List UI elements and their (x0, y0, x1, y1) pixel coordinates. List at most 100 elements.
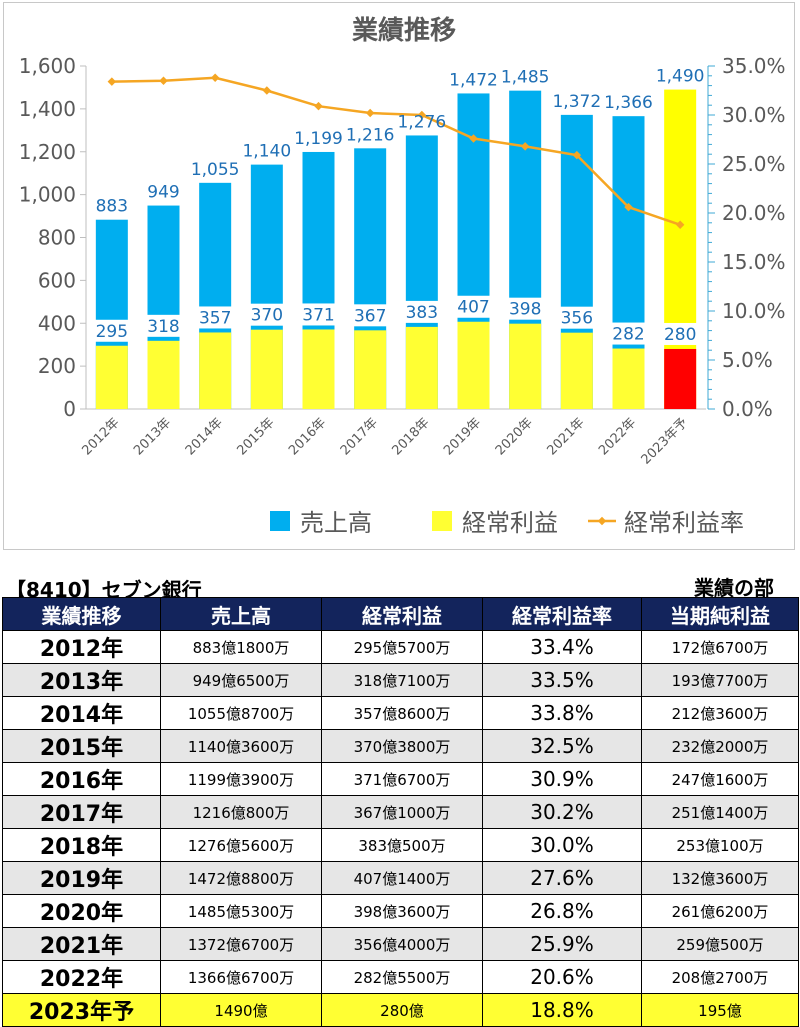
row-profit-margin: 33.5% (482, 663, 642, 697)
x-tick-label: 2023年予 (639, 415, 691, 467)
margin-point (469, 134, 478, 143)
profit-label-box (299, 303, 338, 326)
profit-label-box (92, 319, 131, 342)
row-year: 2018年 (2, 828, 161, 862)
y-tick-label: 400 (38, 311, 76, 335)
row-profit-margin: 32.5% (482, 729, 642, 763)
y-tick-label: 200 (38, 354, 76, 378)
row-sales: 1276億5600万 (160, 828, 322, 862)
row-net-income: 212億3600万 (641, 696, 799, 730)
row-year: 2019年 (2, 861, 161, 895)
row-profit-margin: 26.8% (482, 894, 642, 928)
table-row: 2017年 1216億800万 367億1000万 30.2% 251億1400万 (2, 795, 799, 829)
profit-bar (405, 326, 438, 409)
row-net-income: 172億6700万 (641, 630, 799, 664)
row-ordinary-profit: 371億6700万 (321, 762, 483, 796)
profit-data-label: 398 (509, 300, 541, 320)
x-tick-label: 2020年 (493, 415, 536, 458)
legend-margin-marker (597, 516, 607, 526)
legend-sales-label: 売上高 (300, 509, 372, 537)
header-net-income: 当期純利益 (641, 597, 799, 631)
y2-tick-label: 25.0% (722, 152, 786, 176)
row-profit-margin: 30.2% (482, 795, 642, 829)
sales-data-label: 1,276 (397, 112, 446, 132)
row-profit-margin: 30.0% (482, 828, 642, 862)
row-ordinary-profit: 398億3600万 (321, 894, 483, 928)
profit-label-box (402, 300, 441, 323)
sales-data-label: 883 (96, 197, 128, 217)
profit-bar (199, 332, 232, 409)
sales-data-label: 1,366 (604, 93, 653, 113)
chart-title: 業績推移 (352, 16, 456, 46)
y-tick-label: 800 (38, 226, 76, 250)
profit-bar (95, 345, 128, 409)
margin-point (365, 108, 375, 118)
row-ordinary-profit: 280億 (321, 993, 483, 1027)
header-profit-margin: 経常利益率 (482, 597, 642, 631)
row-profit-margin: 30.9% (482, 762, 642, 796)
profit-data-label: 318 (147, 317, 179, 337)
row-net-income: 247億1600万 (641, 762, 799, 796)
sales-data-label: 1,140 (242, 142, 291, 162)
margin-point (417, 110, 427, 120)
row-year: 2016年 (2, 762, 161, 796)
row-sales: 1372億6700万 (160, 927, 322, 961)
sales-data-label: 1,485 (501, 68, 550, 88)
row-sales: 1366億6700万 (160, 960, 322, 994)
row-ordinary-profit: 370億3800万 (321, 729, 483, 763)
legend-margin-label: 経常利益率 (624, 509, 744, 537)
row-profit-margin: 25.9% (482, 927, 642, 961)
row-profit-margin: 20.6% (482, 960, 642, 994)
profit-data-label: 367 (354, 306, 386, 326)
row-sales: 1490億 (160, 993, 322, 1027)
row-profit-margin: 33.8% (482, 696, 642, 730)
row-ordinary-profit: 356億4000万 (321, 927, 483, 961)
x-tick-label: 2022年 (596, 415, 639, 458)
row-sales: 1216億800万 (160, 795, 322, 829)
x-tick-label: 2017年 (338, 415, 381, 458)
x-tick-label: 2019年 (441, 415, 484, 458)
sales-data-label: 1,472 (449, 70, 498, 90)
profit-label-box (196, 306, 235, 329)
legend-profit-swatch (432, 511, 452, 531)
profit-data-label: 280 (664, 325, 696, 345)
row-year: 2020年 (2, 894, 161, 928)
y2-tick-label: 35.0% (722, 54, 786, 78)
x-tick-label: 2021年 (544, 415, 587, 458)
y-tick-label: 0 (63, 397, 76, 421)
row-net-income: 251億1400万 (641, 795, 799, 829)
x-tick-label: 2015年 (234, 415, 277, 458)
row-net-income: 232億2000万 (641, 729, 799, 763)
sales-data-label: 949 (147, 183, 179, 203)
y2-tick-label: 30.0% (722, 103, 786, 127)
legend-sales-swatch (270, 511, 290, 531)
margin-point (210, 73, 220, 83)
y2-tick-label: 20.0% (722, 201, 786, 225)
row-sales: 1140億3600万 (160, 729, 322, 763)
profit-label-box (144, 314, 183, 337)
row-net-income: 195億 (641, 993, 799, 1027)
table-row: 2021年 1372億6700万 356億4000万 25.9% 259億500万 (2, 927, 799, 961)
profit-bar (147, 340, 180, 409)
profit-data-label: 370 (251, 306, 283, 326)
row-year: 2021年 (2, 927, 161, 961)
table-row: 2022年 1366億6700万 282億5500万 20.6% 208億2700万 (2, 960, 799, 994)
profit-bar (509, 323, 542, 409)
row-year: 2022年 (2, 960, 161, 994)
header-period: 業績推移 (2, 597, 161, 631)
profit-label-box (609, 322, 648, 345)
row-year: 2023年予 (2, 993, 161, 1027)
row-sales: 1199億3900万 (160, 762, 322, 796)
row-net-income: 259億500万 (641, 927, 799, 961)
y2-tick-label: 0.0% (722, 397, 773, 421)
x-tick-label: 2018年 (389, 415, 432, 458)
sales-data-label: 1,372 (552, 92, 601, 112)
table-row: 2020年 1485億5300万 398億3600万 26.8% 261億6200万 (2, 894, 799, 928)
table-row: 2016年 1199億3900万 371億6700万 30.9% 247億1600万 (2, 762, 799, 796)
row-net-income: 261億6200万 (641, 894, 799, 928)
margin-line (111, 76, 681, 226)
row-net-income: 253億100万 (641, 828, 799, 862)
row-profit-margin: 18.8% (482, 993, 642, 1027)
table-row: 2018年 1276億5600万 383億500万 30.0% 253億100万 (2, 828, 799, 862)
row-sales: 1472億8800万 (160, 861, 322, 895)
